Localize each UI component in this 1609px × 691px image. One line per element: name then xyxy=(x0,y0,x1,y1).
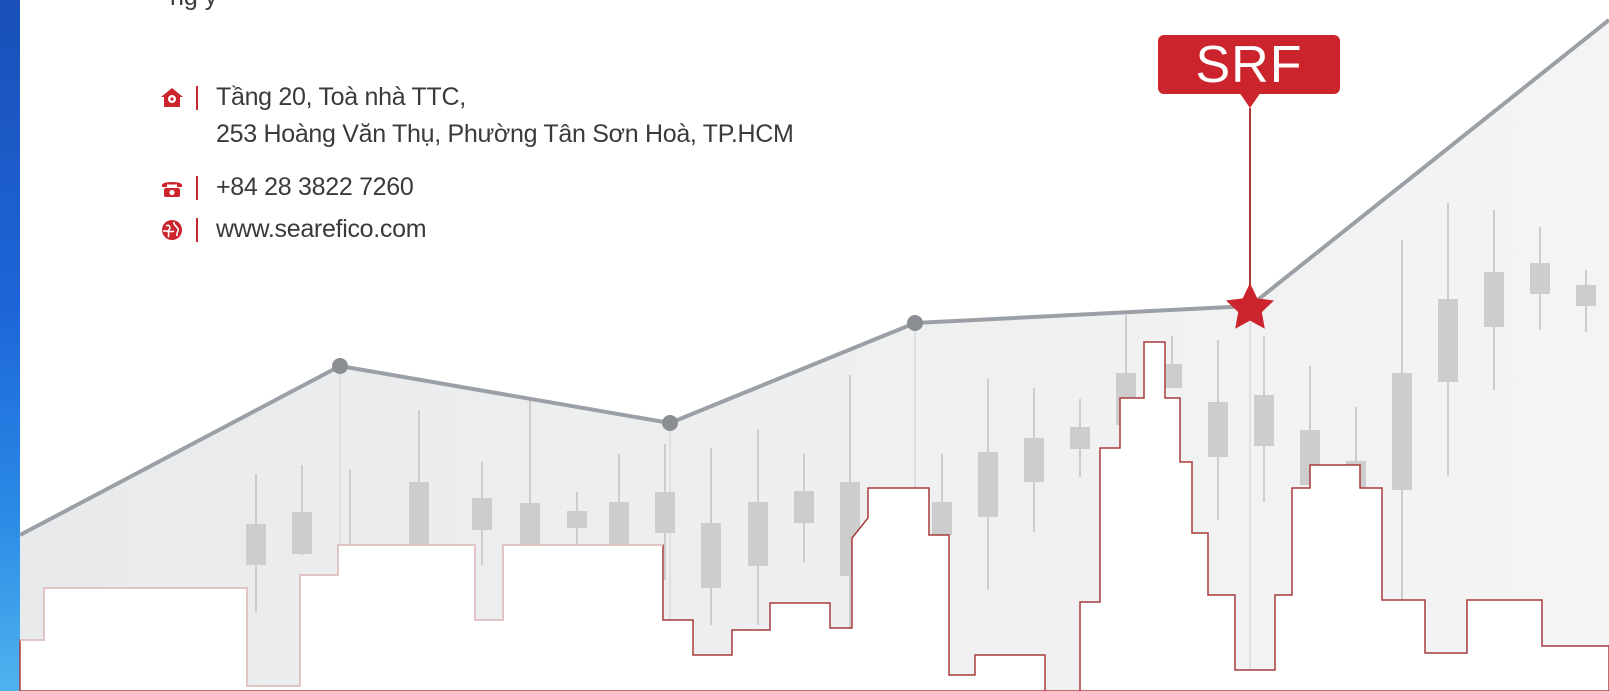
candle-body xyxy=(292,512,312,554)
separator xyxy=(196,176,198,200)
phone-row: +84 28 3822 7260 xyxy=(160,172,414,206)
trend-point xyxy=(907,315,923,331)
address-line-2: 253 Hoàng Văn Thụ, Phường Tân Sơn Hoà, T… xyxy=(216,120,794,148)
trend-points xyxy=(332,315,923,431)
address-row: Tầng 20, Toà nhà TTC, 253 Hoàng Văn Thụ,… xyxy=(160,82,794,153)
star-icon xyxy=(1226,283,1274,329)
srf-badge-pointer xyxy=(1239,92,1261,108)
candle-body xyxy=(1208,402,1228,457)
website-row: www.searefico.com xyxy=(160,214,427,248)
address-line-1: Tầng 20, Toà nhà TTC, xyxy=(216,83,466,111)
home-location-icon xyxy=(160,86,184,110)
candle-body xyxy=(655,492,675,533)
separator xyxy=(196,86,198,110)
candle-body xyxy=(1576,285,1596,306)
candle-body xyxy=(978,452,998,517)
trend-line xyxy=(19,18,1609,537)
trend-point xyxy=(332,358,348,374)
candle-body xyxy=(246,524,266,565)
srf-badge: SRF xyxy=(1158,35,1340,94)
candle-body xyxy=(1530,263,1550,294)
skyline-left-soft xyxy=(20,544,663,687)
candle-body xyxy=(1392,373,1412,490)
candle-body xyxy=(609,502,629,545)
candle-body xyxy=(409,482,429,545)
clipped-text-line: ng y xyxy=(170,0,217,12)
candle-body xyxy=(932,502,952,535)
left-blue-strip xyxy=(0,0,20,691)
candle-body xyxy=(567,511,587,528)
address-text: Tầng 20, Toà nhà TTC, 253 Hoàng Văn Thụ,… xyxy=(216,79,794,153)
candle-body xyxy=(1484,272,1504,327)
website-link[interactable]: www.searefico.com xyxy=(216,215,427,243)
candle-body xyxy=(1070,427,1090,449)
candle-body xyxy=(794,491,814,523)
phone-text[interactable]: +84 28 3822 7260 xyxy=(216,173,414,201)
candle-body xyxy=(1162,364,1182,388)
phone-icon xyxy=(160,176,184,200)
candlesticks xyxy=(246,203,1596,628)
trend-point xyxy=(662,415,678,431)
candle-body xyxy=(1024,438,1044,482)
candle-body xyxy=(1254,395,1274,446)
srf-badge-label: SRF xyxy=(1195,35,1303,94)
candle-body xyxy=(472,498,492,530)
separator xyxy=(196,218,198,242)
candle-body xyxy=(520,503,540,545)
candle-body xyxy=(701,523,721,588)
candle-body xyxy=(1438,299,1458,382)
globe-icon xyxy=(160,218,184,242)
candle-body xyxy=(748,502,768,566)
